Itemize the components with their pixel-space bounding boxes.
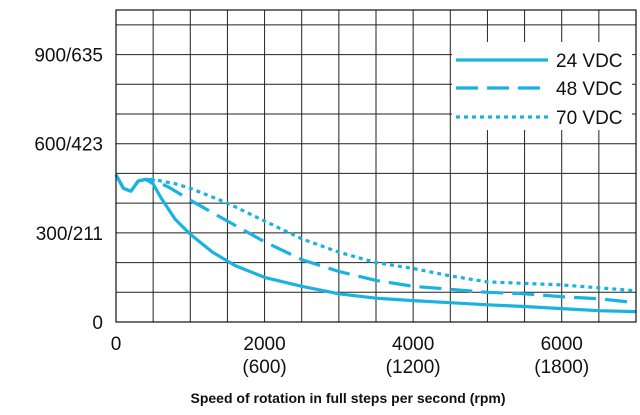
x-axis-label: Speed of rotation in full steps per seco… [190, 390, 505, 406]
x-tick-sublabel: (1200) [386, 357, 441, 378]
x-tick-sublabel: (1800) [534, 357, 589, 378]
y-tick-label: 300/211 [36, 224, 103, 245]
legend-label-24-vdc: 24 VDC [556, 51, 623, 72]
x-tick-label: 0 [111, 334, 122, 355]
legend-label-48-vdc: 48 VDC [556, 79, 623, 100]
plot-frame [115, 9, 637, 323]
x-tick-label: 4000 [392, 334, 434, 355]
y-tick-label: 600/423 [34, 135, 103, 156]
series-line-70-vdc [114, 174, 637, 293]
legend-box [452, 42, 632, 130]
y-tick-label: 0 [92, 313, 103, 334]
x-tick-label: 2000 [243, 334, 285, 355]
series-lines [114, 174, 637, 314]
x-tick-label: 6000 [541, 334, 583, 355]
legend-label-70-vdc: 70 VDC [556, 108, 623, 129]
x-tick-labels: 0 2000(600) 4000(1200) 6000(1800) [111, 334, 589, 378]
x-tick-sublabel: (600) [242, 357, 286, 378]
y-tick-labels: 0 300/211 600/423 900/635 [34, 46, 103, 334]
series-line-48-vdc [114, 174, 637, 305]
y-tick-label: 900/635 [34, 46, 103, 67]
legend: 24 VDC 48 VDC 70 VDC [452, 42, 632, 130]
